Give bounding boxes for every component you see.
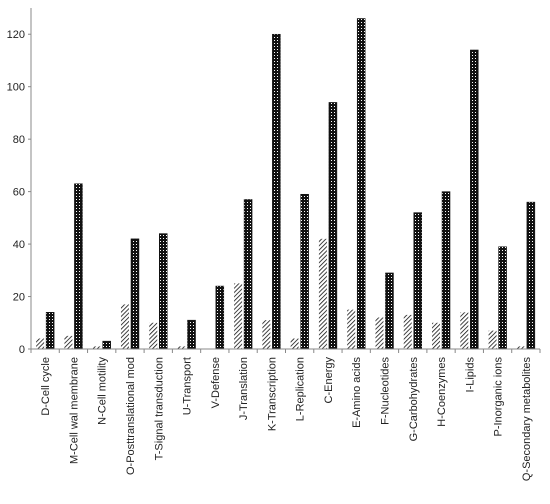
bar-dotted bbox=[243, 199, 253, 350]
bar-dotted bbox=[102, 340, 111, 350]
bar-dotted bbox=[328, 102, 338, 350]
bars-layer bbox=[36, 18, 536, 350]
y-tick-label: 0 bbox=[19, 344, 25, 356]
bar-dotted bbox=[441, 191, 451, 350]
x-category-label: Q-Secondary metabolites bbox=[521, 357, 533, 482]
y-tick-label: 20 bbox=[13, 292, 25, 304]
bar-dotted bbox=[356, 18, 366, 350]
x-category-label: J-Translation bbox=[238, 357, 250, 420]
bar-hatched bbox=[64, 335, 73, 349]
bar-hatched bbox=[149, 322, 158, 349]
x-category-label: E-Amino acids bbox=[351, 357, 363, 428]
bar-hatched bbox=[347, 309, 356, 349]
y-tick-label: 80 bbox=[13, 134, 25, 146]
x-category-label: N-Cell motility bbox=[97, 357, 109, 425]
bar-dotted bbox=[215, 285, 225, 350]
bar-dotted bbox=[498, 246, 507, 350]
x-axis-labels: D-Cell cycle M-Cell wal membrane N-Cell mo… bbox=[40, 357, 533, 482]
x-category-label: L-Replication bbox=[295, 357, 307, 421]
bar-hatched bbox=[36, 338, 45, 349]
x-category-label: V-Defense bbox=[210, 357, 222, 408]
bar-hatched bbox=[290, 338, 299, 349]
y-tick-label: 100 bbox=[7, 82, 25, 94]
bar-hatched bbox=[516, 346, 525, 349]
bar-dotted bbox=[526, 201, 536, 350]
x-category-label: O-Posttranslational mod bbox=[125, 357, 137, 475]
bar-hatched bbox=[92, 346, 101, 349]
x-category-label: M-Cell wal membrane bbox=[68, 357, 80, 464]
bar-hatched bbox=[234, 283, 243, 349]
bar-hatched bbox=[432, 322, 441, 349]
axes-layer bbox=[30, 8, 541, 353]
bar-dotted bbox=[45, 312, 55, 350]
x-category-label: U-Transport bbox=[182, 357, 194, 415]
bar-dotted bbox=[300, 193, 309, 350]
bar-hatched bbox=[318, 238, 327, 349]
bar-hatched bbox=[488, 330, 497, 349]
x-category-label: P-Inorganic ions bbox=[493, 357, 505, 437]
bar-dotted bbox=[130, 238, 140, 350]
y-axis-ticks: 0 20 40 60 80 100 120 bbox=[7, 29, 31, 356]
bar-dotted bbox=[272, 33, 281, 350]
bar-dotted bbox=[385, 272, 394, 350]
bar-hatched bbox=[177, 346, 186, 349]
y-tick-label: 40 bbox=[13, 239, 25, 251]
bar-dotted bbox=[187, 319, 196, 350]
x-category-label: G-Carbohydrates bbox=[408, 357, 420, 442]
bar-hatched bbox=[403, 314, 412, 349]
bar-dotted bbox=[470, 49, 479, 350]
x-category-label: I-Lipids bbox=[464, 357, 476, 393]
bar-dotted bbox=[74, 183, 83, 350]
y-tick-label: 120 bbox=[7, 29, 25, 41]
bar-dotted bbox=[159, 233, 168, 350]
y-tick-label: 60 bbox=[13, 187, 25, 199]
bar-hatched bbox=[375, 317, 384, 349]
bar-hatched bbox=[262, 320, 271, 349]
x-category-label: H-Coenzymes bbox=[436, 357, 448, 427]
x-category-label: T-Signal transduction bbox=[153, 357, 165, 460]
bar-hatched bbox=[460, 312, 469, 349]
x-category-label: K-Transcription bbox=[266, 357, 278, 431]
bar-dotted bbox=[413, 212, 422, 350]
x-category-label: F-Nucleotides bbox=[379, 357, 391, 425]
bar-hatched bbox=[120, 304, 129, 349]
x-category-label: D-Cell cycle bbox=[40, 357, 52, 416]
x-category-label: C-Energy bbox=[323, 357, 335, 404]
